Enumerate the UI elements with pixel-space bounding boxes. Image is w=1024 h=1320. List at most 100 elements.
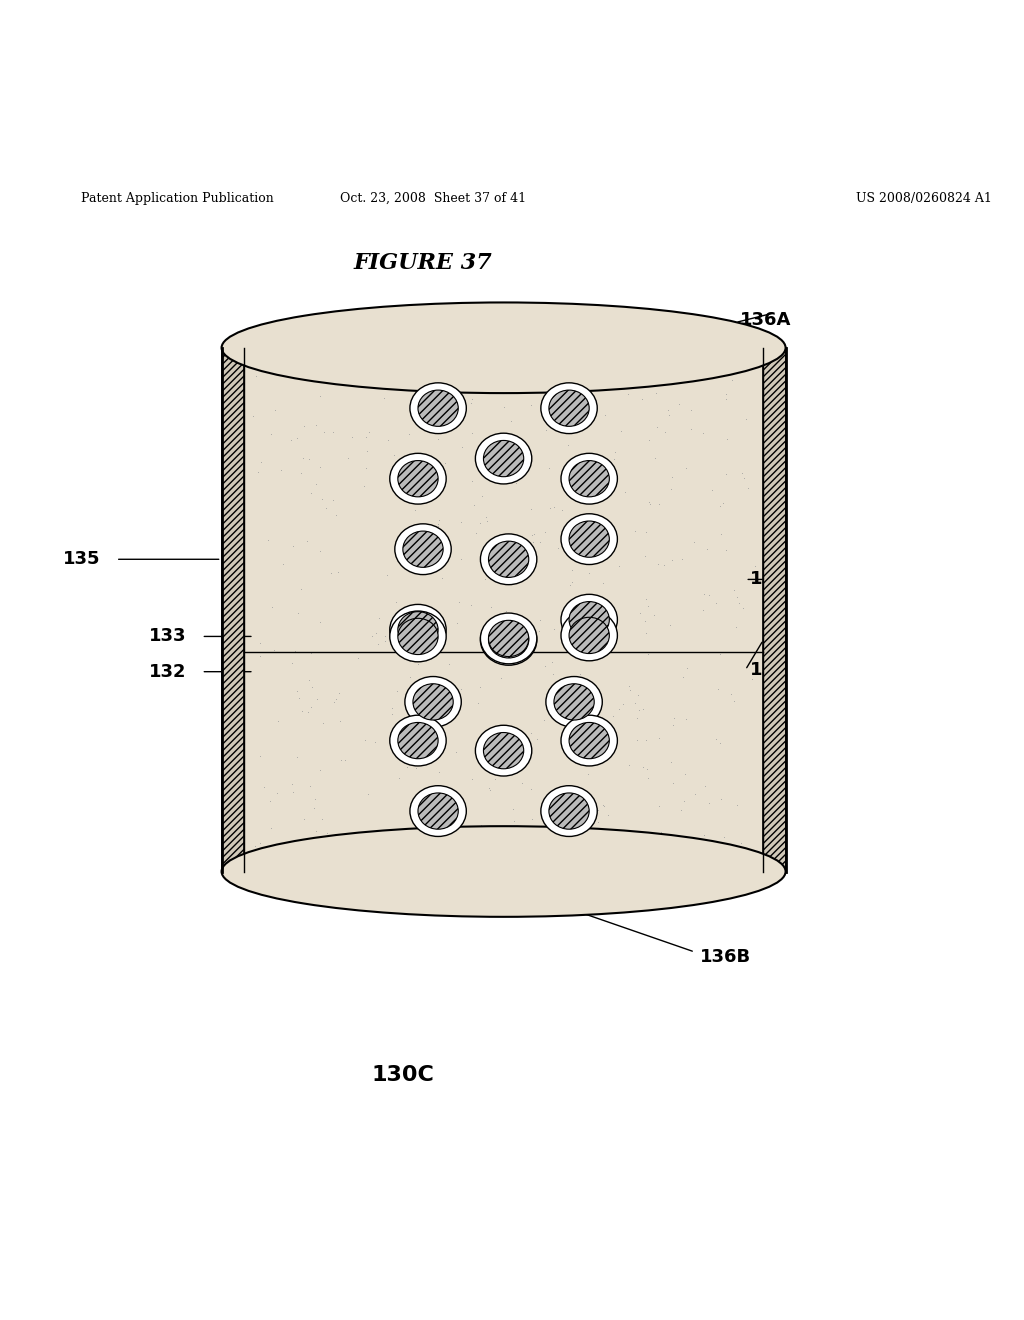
Ellipse shape xyxy=(398,618,438,655)
Point xyxy=(472,512,488,533)
Point xyxy=(563,622,580,643)
Text: 133: 133 xyxy=(148,627,186,645)
Point xyxy=(328,504,344,525)
Point xyxy=(639,767,655,788)
Point xyxy=(531,352,548,374)
Point xyxy=(425,634,441,655)
Point xyxy=(392,523,409,544)
Point xyxy=(464,422,480,444)
Point xyxy=(270,711,287,733)
Point xyxy=(431,762,447,783)
Point xyxy=(256,776,272,797)
Point xyxy=(589,447,605,469)
Point xyxy=(291,686,307,708)
Ellipse shape xyxy=(554,684,594,719)
Point xyxy=(729,586,745,607)
Point xyxy=(595,795,611,816)
Point xyxy=(451,591,467,612)
Point xyxy=(647,447,664,469)
Point xyxy=(386,445,402,466)
Point xyxy=(252,632,268,653)
Point xyxy=(332,711,348,733)
Point xyxy=(665,714,681,735)
Text: 132: 132 xyxy=(148,663,186,681)
Ellipse shape xyxy=(413,684,454,719)
Ellipse shape xyxy=(398,722,438,759)
Point xyxy=(708,729,724,750)
Point xyxy=(337,750,353,771)
Point xyxy=(545,663,561,684)
Text: 136A: 136A xyxy=(740,310,792,329)
Point xyxy=(554,499,570,520)
Point xyxy=(532,610,549,631)
Point xyxy=(318,498,335,519)
Point xyxy=(673,799,689,820)
Point xyxy=(293,578,309,599)
Point xyxy=(263,424,280,445)
Point xyxy=(627,693,643,714)
Point xyxy=(590,800,606,821)
Point xyxy=(531,532,548,553)
Point xyxy=(325,422,341,444)
Point xyxy=(402,389,419,411)
Point xyxy=(718,384,734,405)
Polygon shape xyxy=(221,347,244,871)
Point xyxy=(303,482,319,503)
Point xyxy=(596,795,612,816)
Point xyxy=(511,733,527,754)
Point xyxy=(622,755,638,776)
Point xyxy=(523,779,540,800)
Point xyxy=(326,692,342,713)
Text: US 2008/0260824 A1: US 2008/0260824 A1 xyxy=(856,191,992,205)
Point xyxy=(394,454,411,475)
Point xyxy=(525,524,542,545)
Point xyxy=(312,455,329,477)
Point xyxy=(503,425,519,446)
Point xyxy=(464,388,480,409)
Point xyxy=(367,731,383,752)
Point xyxy=(664,479,680,500)
Point xyxy=(580,645,596,667)
Point xyxy=(483,597,500,618)
Point xyxy=(635,756,651,777)
Point xyxy=(304,676,321,697)
Point xyxy=(641,491,657,512)
Point xyxy=(678,709,694,730)
Point xyxy=(630,684,646,705)
Point xyxy=(650,727,667,748)
Point xyxy=(578,544,594,565)
Point xyxy=(364,626,380,647)
Point xyxy=(286,536,302,557)
Point xyxy=(698,539,715,560)
Point xyxy=(560,434,577,455)
Point xyxy=(284,774,300,795)
Point xyxy=(252,833,268,854)
Point xyxy=(312,385,329,407)
Point xyxy=(714,788,730,809)
Point xyxy=(474,486,490,507)
Ellipse shape xyxy=(390,453,446,504)
Point xyxy=(575,388,592,409)
Point xyxy=(480,777,497,799)
Point xyxy=(330,561,346,582)
Point xyxy=(662,615,678,636)
Point xyxy=(522,723,539,744)
Point xyxy=(449,612,465,634)
Point xyxy=(315,421,332,442)
Point xyxy=(583,836,599,857)
Point xyxy=(660,404,677,425)
Point xyxy=(463,595,479,616)
Point xyxy=(333,750,349,771)
Point xyxy=(340,447,356,469)
Point xyxy=(426,553,442,574)
Point xyxy=(432,355,449,376)
Point xyxy=(743,669,760,690)
Point xyxy=(331,682,347,704)
Point xyxy=(540,694,556,715)
Point xyxy=(492,826,508,847)
Point xyxy=(580,764,596,785)
Point xyxy=(737,408,754,429)
Point xyxy=(361,842,378,863)
Ellipse shape xyxy=(475,725,531,776)
Point xyxy=(307,788,324,809)
